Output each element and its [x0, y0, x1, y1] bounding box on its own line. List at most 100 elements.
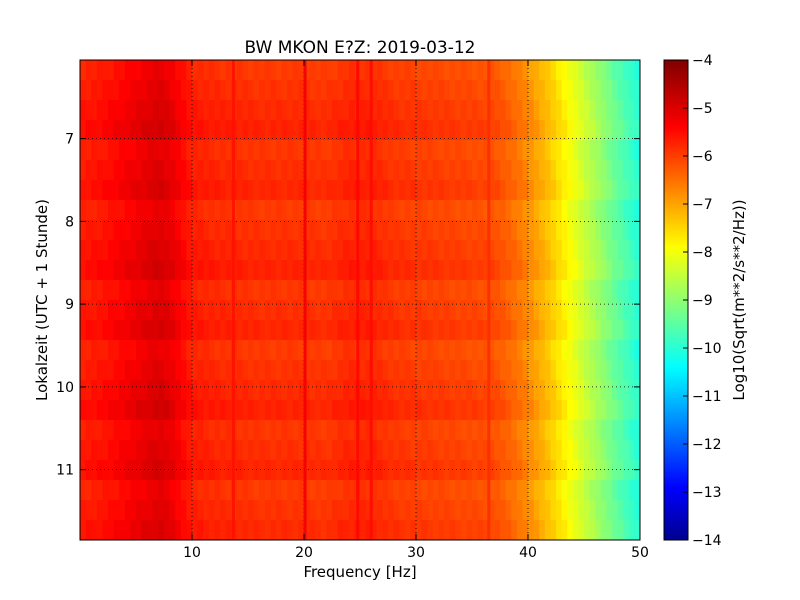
colorbar-label: Log10(Sqrt(m**2/s**2/Hz))	[730, 199, 748, 400]
heatmap-cell	[214, 240, 221, 261]
heatmap-cell	[130, 460, 137, 481]
heatmap-cell	[634, 100, 641, 121]
heatmap-cell	[628, 440, 635, 461]
heatmap-cell	[404, 280, 411, 301]
heatmap-cell	[236, 220, 243, 241]
heatmap-cell	[119, 240, 126, 261]
heatmap-cell	[292, 300, 299, 321]
heatmap-cell	[572, 180, 579, 201]
heatmap-cell	[612, 460, 619, 481]
heatmap-cell	[460, 280, 467, 301]
heatmap-cell	[505, 280, 512, 301]
heatmap-cell	[589, 340, 596, 361]
heatmap-cell	[612, 220, 619, 241]
heatmap-cell	[242, 120, 249, 141]
heatmap-cell	[326, 440, 333, 461]
heatmap-cell	[466, 180, 473, 201]
heatmap-cell	[584, 240, 591, 261]
heatmap-cell	[343, 520, 350, 541]
heatmap-cell	[634, 140, 641, 161]
heatmap-cell	[589, 240, 596, 261]
heatmap-cell	[584, 280, 591, 301]
heatmap-cell	[315, 360, 322, 381]
heatmap-cell	[595, 460, 602, 481]
heatmap-cell	[455, 100, 462, 121]
heatmap-cell	[309, 480, 316, 501]
heatmap-cell	[102, 460, 109, 481]
heatmap-cell	[264, 340, 271, 361]
heatmap-cell	[276, 300, 283, 321]
heatmap-cell	[91, 300, 98, 321]
heatmap-cell	[410, 240, 417, 261]
heatmap-cell	[477, 380, 484, 401]
heatmap-cell	[152, 380, 159, 401]
heatmap-cell	[511, 200, 518, 221]
heatmap-cell	[455, 220, 462, 241]
heatmap-cell	[472, 140, 479, 161]
heatmap-cell	[236, 320, 243, 341]
heatmap-cell	[332, 480, 339, 501]
heatmap-cell	[404, 220, 411, 241]
heatmap-cell	[147, 60, 154, 81]
heatmap-cell	[556, 420, 563, 441]
heatmap-cell	[472, 500, 479, 521]
heatmap-cell	[421, 440, 428, 461]
heatmap-cell	[130, 420, 137, 441]
heatmap-cell	[225, 80, 232, 101]
heatmap-cell	[203, 160, 210, 181]
heatmap-cell	[113, 220, 120, 241]
heatmap-cell	[528, 120, 535, 141]
heatmap-cell	[516, 240, 523, 261]
heatmap-cell	[164, 520, 171, 541]
heatmap-cell	[85, 280, 92, 301]
heatmap-cell	[500, 200, 507, 221]
heatmap-cell	[388, 300, 395, 321]
heatmap-cell	[623, 280, 630, 301]
heatmap-cell	[393, 360, 400, 381]
heatmap-cell	[376, 380, 383, 401]
heatmap-cell	[371, 340, 378, 361]
heatmap-cell	[315, 440, 322, 461]
heatmap-cell	[309, 460, 316, 481]
heatmap-cell	[589, 60, 596, 81]
heatmap-cell	[522, 400, 529, 421]
heatmap-cell	[623, 500, 630, 521]
heatmap-cell	[438, 200, 445, 221]
heatmap-cell	[539, 280, 546, 301]
heatmap-cell	[550, 160, 557, 181]
heatmap-cell	[606, 260, 613, 281]
heatmap-cell	[169, 60, 176, 81]
heatmap-cell	[304, 440, 311, 461]
heatmap-cell	[270, 520, 277, 541]
heatmap-cell	[578, 520, 585, 541]
heatmap-cell	[528, 220, 535, 241]
heatmap-cell	[421, 80, 428, 101]
heatmap-cell	[617, 320, 624, 341]
heatmap-cell	[80, 360, 87, 381]
heatmap-cell	[544, 120, 551, 141]
heatmap-cell	[124, 380, 131, 401]
heatmap-cell	[578, 220, 585, 241]
heatmap-cell	[113, 340, 120, 361]
heatmap-cell	[130, 520, 137, 541]
heatmap-cell	[483, 80, 490, 101]
heatmap-cell	[259, 340, 266, 361]
heatmap-cell	[376, 60, 383, 81]
heatmap-cell	[169, 140, 176, 161]
heatmap-cell	[365, 180, 372, 201]
heatmap-cell	[220, 520, 227, 541]
heatmap-cell	[365, 360, 372, 381]
heatmap-cell	[292, 120, 299, 141]
heatmap-cell	[449, 200, 456, 221]
heatmap-cell	[164, 340, 171, 361]
heatmap-cell	[438, 420, 445, 441]
heatmap-cell	[634, 200, 641, 221]
heatmap-cell	[85, 240, 92, 261]
heatmap-cell	[264, 460, 271, 481]
heatmap-cell	[281, 360, 288, 381]
heatmap-cell	[371, 480, 378, 501]
heatmap-cell	[276, 340, 283, 361]
heatmap-cell	[516, 400, 523, 421]
heatmap-cell	[242, 220, 249, 241]
heatmap-cell	[304, 500, 311, 521]
